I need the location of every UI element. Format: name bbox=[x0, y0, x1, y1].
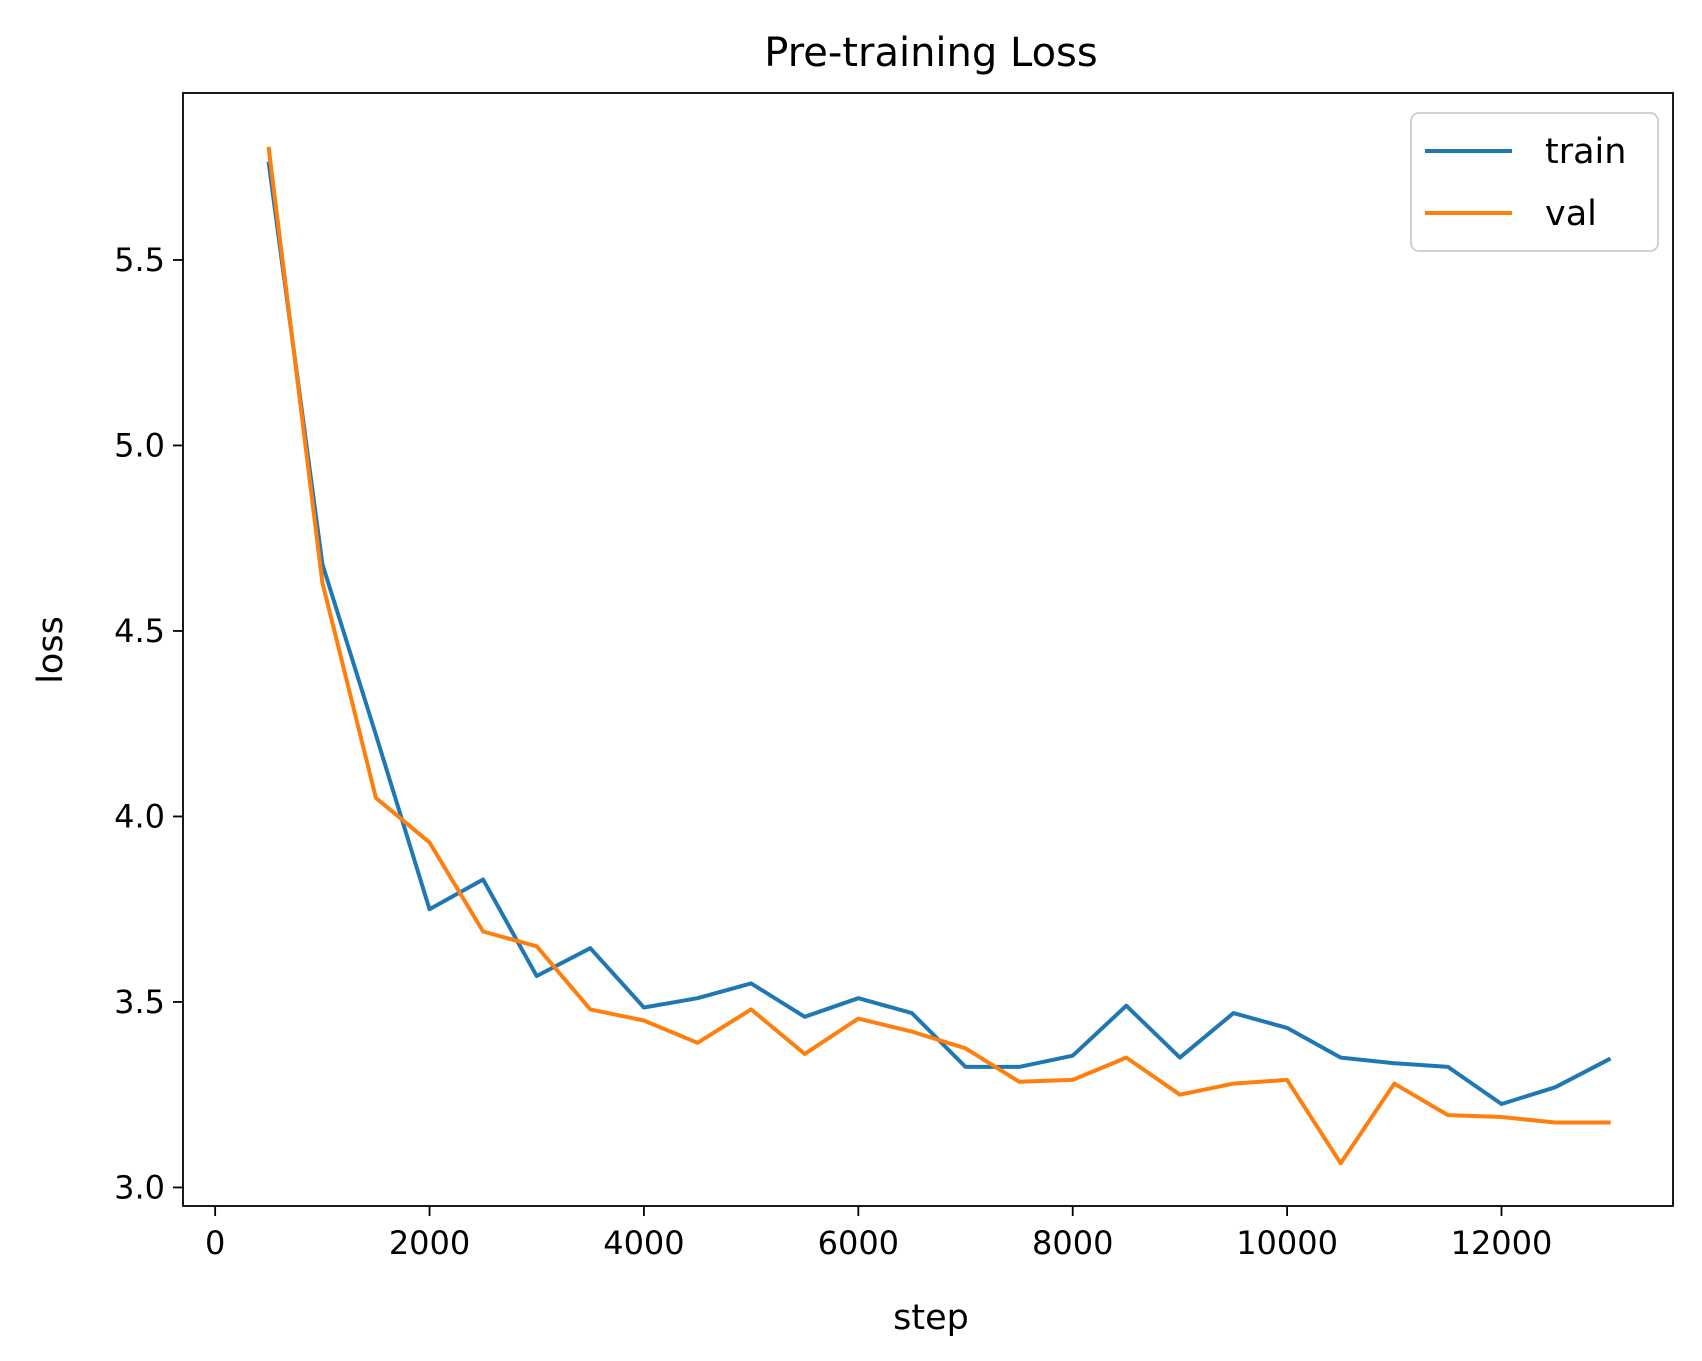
plot-frame bbox=[182, 92, 1674, 1207]
x-tick-label: 10000 bbox=[1236, 1224, 1338, 1262]
y-tick-label: 5.5 bbox=[114, 241, 165, 279]
y-tick-label: 3.5 bbox=[114, 983, 165, 1021]
legend: train val bbox=[1410, 112, 1659, 252]
y-tick-label: 5.0 bbox=[114, 426, 165, 464]
x-tick-label: 8000 bbox=[1032, 1224, 1113, 1262]
x-axis-label: step bbox=[893, 1298, 969, 1338]
y-axis-ticks: 3.0 3.5 4.0 4.5 5.0 5.5 bbox=[114, 241, 183, 1206]
y-tick-label: 4.5 bbox=[114, 612, 165, 650]
x-tick-label: 0 bbox=[205, 1224, 225, 1262]
x-tick-label: 4000 bbox=[603, 1224, 684, 1262]
y-tick-label: 4.0 bbox=[114, 797, 165, 835]
x-axis-ticks: 0 2000 4000 6000 8000 10000 12000 bbox=[205, 1206, 1552, 1262]
chart-title: Pre-training Loss bbox=[764, 30, 1097, 76]
plot-lines bbox=[266, 146, 1612, 1166]
series-line-val bbox=[266, 146, 1611, 1166]
legend-box bbox=[1410, 112, 1659, 252]
y-tick-label: 3.0 bbox=[114, 1168, 165, 1206]
legend-label-train: train bbox=[1545, 132, 1626, 172]
legend-label-val: val bbox=[1545, 194, 1597, 234]
x-tick-label: 2000 bbox=[389, 1224, 470, 1262]
y-axis-label: loss bbox=[31, 616, 71, 684]
x-tick-label: 12000 bbox=[1451, 1224, 1553, 1262]
x-tick-label: 6000 bbox=[818, 1224, 899, 1262]
